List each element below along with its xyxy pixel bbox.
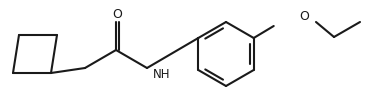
Text: O: O	[299, 10, 309, 24]
Text: NH: NH	[153, 68, 170, 80]
Text: O: O	[112, 7, 122, 21]
